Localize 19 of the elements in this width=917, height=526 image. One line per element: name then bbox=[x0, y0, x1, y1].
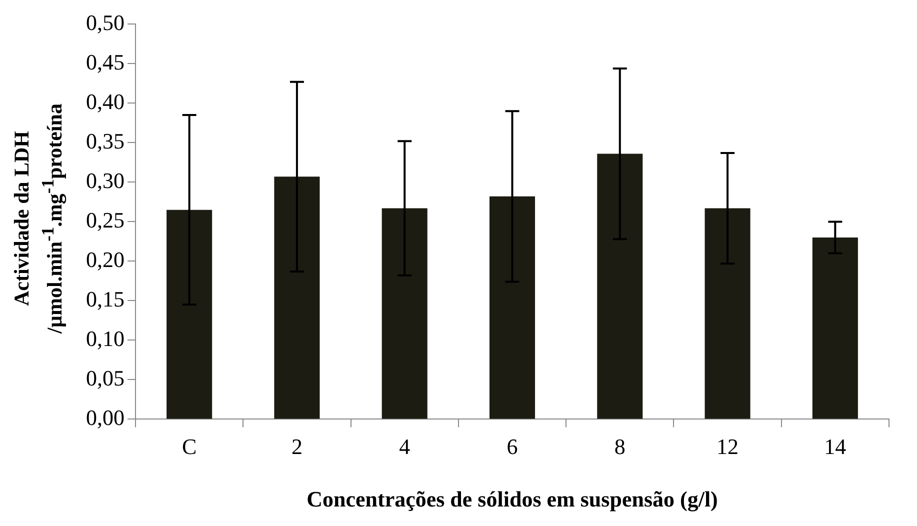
y-tick-label: 0,30 bbox=[86, 168, 124, 193]
y-tick-label: 0,10 bbox=[86, 326, 124, 351]
y-tick-label: 0,40 bbox=[86, 88, 124, 114]
x-tick-label: 8 bbox=[614, 434, 626, 460]
x-tick-label: 4 bbox=[399, 434, 410, 460]
y-tick-label: 0,45 bbox=[86, 49, 124, 74]
y-tick-label: 0,35 bbox=[86, 128, 124, 154]
y-tick-label: 0,20 bbox=[86, 246, 124, 272]
y-tick-label: 0,15 bbox=[86, 286, 124, 312]
x-tick-label: 12 bbox=[716, 434, 739, 460]
y-tick-label: 0,05 bbox=[86, 365, 124, 390]
x-tick-label: 14 bbox=[824, 434, 846, 460]
y-tick-label: 0,25 bbox=[86, 207, 124, 232]
y-tick-label: 0,50 bbox=[86, 10, 124, 35]
x-tick-label: 6 bbox=[506, 434, 518, 460]
y-tick-label: 0,00 bbox=[86, 404, 124, 430]
x-tick-label: C bbox=[182, 434, 197, 460]
x-tick-label: 2 bbox=[291, 434, 302, 460]
x-axis-title: Concentrações de sólidos em suspensão (g/l) bbox=[306, 486, 718, 512]
